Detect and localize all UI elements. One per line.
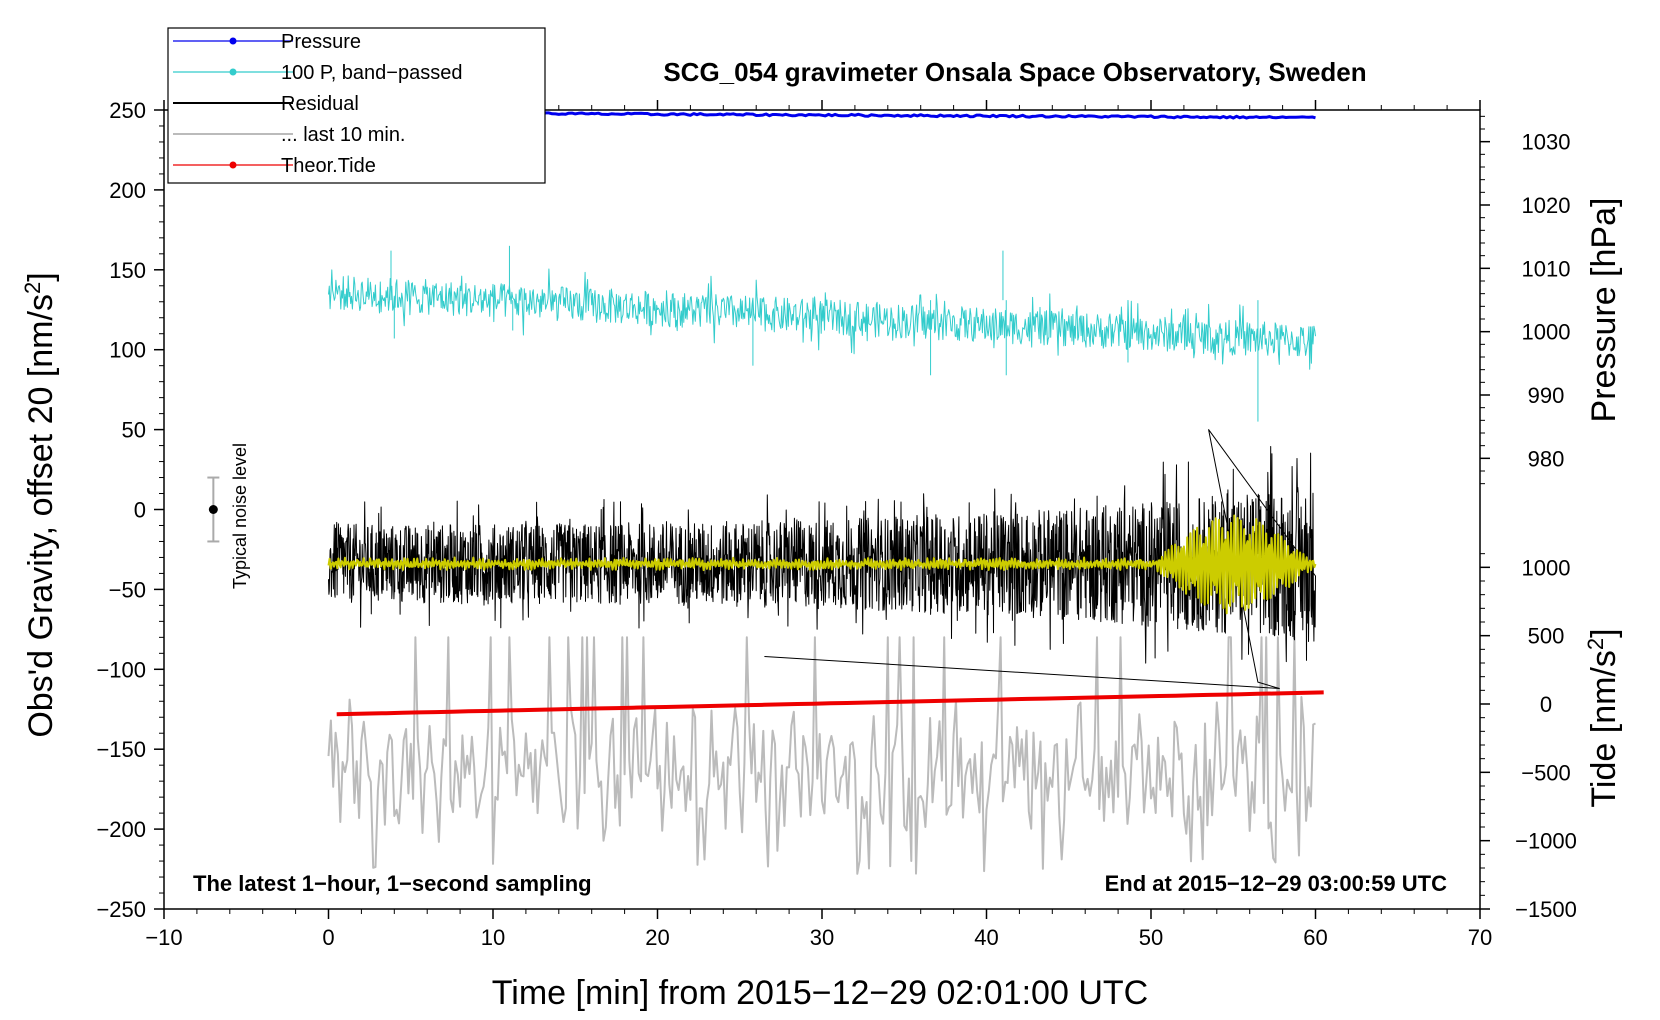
tide-tick-label: −500 [1521,760,1571,785]
x-tick-label: 30 [810,925,834,950]
pressure-tick-label: 990 [1528,383,1565,408]
chart-title: SCG_054 gravimeter Onsala Space Observat… [663,57,1366,87]
legend-marker [229,68,237,76]
y-axis-title-tide-end: ] [1585,628,1623,637]
series-layer [327,110,1324,875]
legend-label: 100 P, band−passed [281,62,462,84]
noise-level-indicator [207,476,220,543]
y-tick-label-left: −200 [96,817,146,842]
noise-level-label: Typical noise level [230,443,250,589]
y-tick-label-left: −100 [96,657,146,682]
x-tick-label: 10 [481,925,505,950]
x-tick-label: 50 [1139,925,1163,950]
y-axis-title-left-sup: 2 [20,282,45,294]
legend: Pressure 100 P, band−passed Residual ... la… [167,27,546,184]
tide-tick-label: 0 [1540,692,1552,717]
x-tick-label: 70 [1468,925,1492,950]
pressure-tick-label: 1010 [1522,256,1571,281]
pressure-tick-label: 1030 [1522,130,1571,155]
pressure-tick-label: 1000 [1522,320,1571,345]
y-tick-label-left: 100 [109,338,146,363]
series-residual-smoothed [327,514,1317,615]
annotation-end-time: End at 2015−12−29 03:00:59 UTC [1105,871,1448,896]
y-axis-title-tide-sup: 2 [1583,638,1608,650]
x-tick-label: 0 [322,925,334,950]
y-axis-title-tide: Tide [nm/s2] [1583,628,1623,807]
ticks-layer: −10 0 10 20 30 40 50 60 70250200150100500−50−100… [96,98,1576,950]
tide-tick-label: 500 [1528,624,1565,649]
y-axis-title-left: Obs'd Gravity, offset 20 [nm/s2] [20,272,60,737]
x-tick-label: 60 [1303,925,1327,950]
legend-label: ... last 10 min. [281,124,406,146]
y-axis-title-tide-main: Tide [nm/s [1585,650,1623,807]
series-theoretical-tide [336,690,1324,717]
y-axis-title-pressure: Pressure [hPa] [1585,198,1623,423]
legend-label: Theor.Tide [281,155,376,177]
y-tick-label-left: −250 [96,897,146,922]
noise-bar-dot [208,505,218,514]
x-tick-label: −10 [145,925,182,950]
series-pressure-bandpassed [328,268,1316,370]
legend-box [167,27,546,184]
y-tick-label-left: 50 [122,418,146,443]
y-tick-label-left: 250 [109,98,146,123]
series-residual [328,429,1316,689]
y-tick-label-left: −150 [96,737,146,762]
legend-label: Pressure [281,31,361,53]
y-tick-label-left: 150 [109,258,146,283]
legend-marker [229,161,237,169]
legend-marker [229,37,237,45]
y-axis-title-left-main: Obs'd Gravity, offset 20 [nm/s [22,294,60,738]
tide-tick-label: −1500 [1515,897,1577,922]
series-last-10-min [327,636,1316,875]
y-axis-title-left-end: ] [22,272,60,281]
pressure-tick-label: 1020 [1522,193,1571,218]
annotation-sampling: The latest 1−hour, 1−second sampling [193,871,592,896]
y-tick-label-left: 200 [109,178,146,203]
tide-tick-label: −1000 [1515,829,1577,854]
y-tick-label-left: 0 [134,498,146,523]
tide-tick-label: 1000 [1522,555,1571,580]
x-tick-label: 40 [974,925,998,950]
x-axis-title: Time [min] from 2015−12−29 02:01:00 UTC [492,974,1148,1012]
x-tick-label: 20 [645,925,669,950]
legend-label: Residual [281,93,359,115]
y-tick-label-left: −50 [109,577,146,602]
pressure-tick-label: 980 [1528,446,1565,471]
legend-entries: Pressure 100 P, band−passed Residual ... la… [173,31,462,177]
